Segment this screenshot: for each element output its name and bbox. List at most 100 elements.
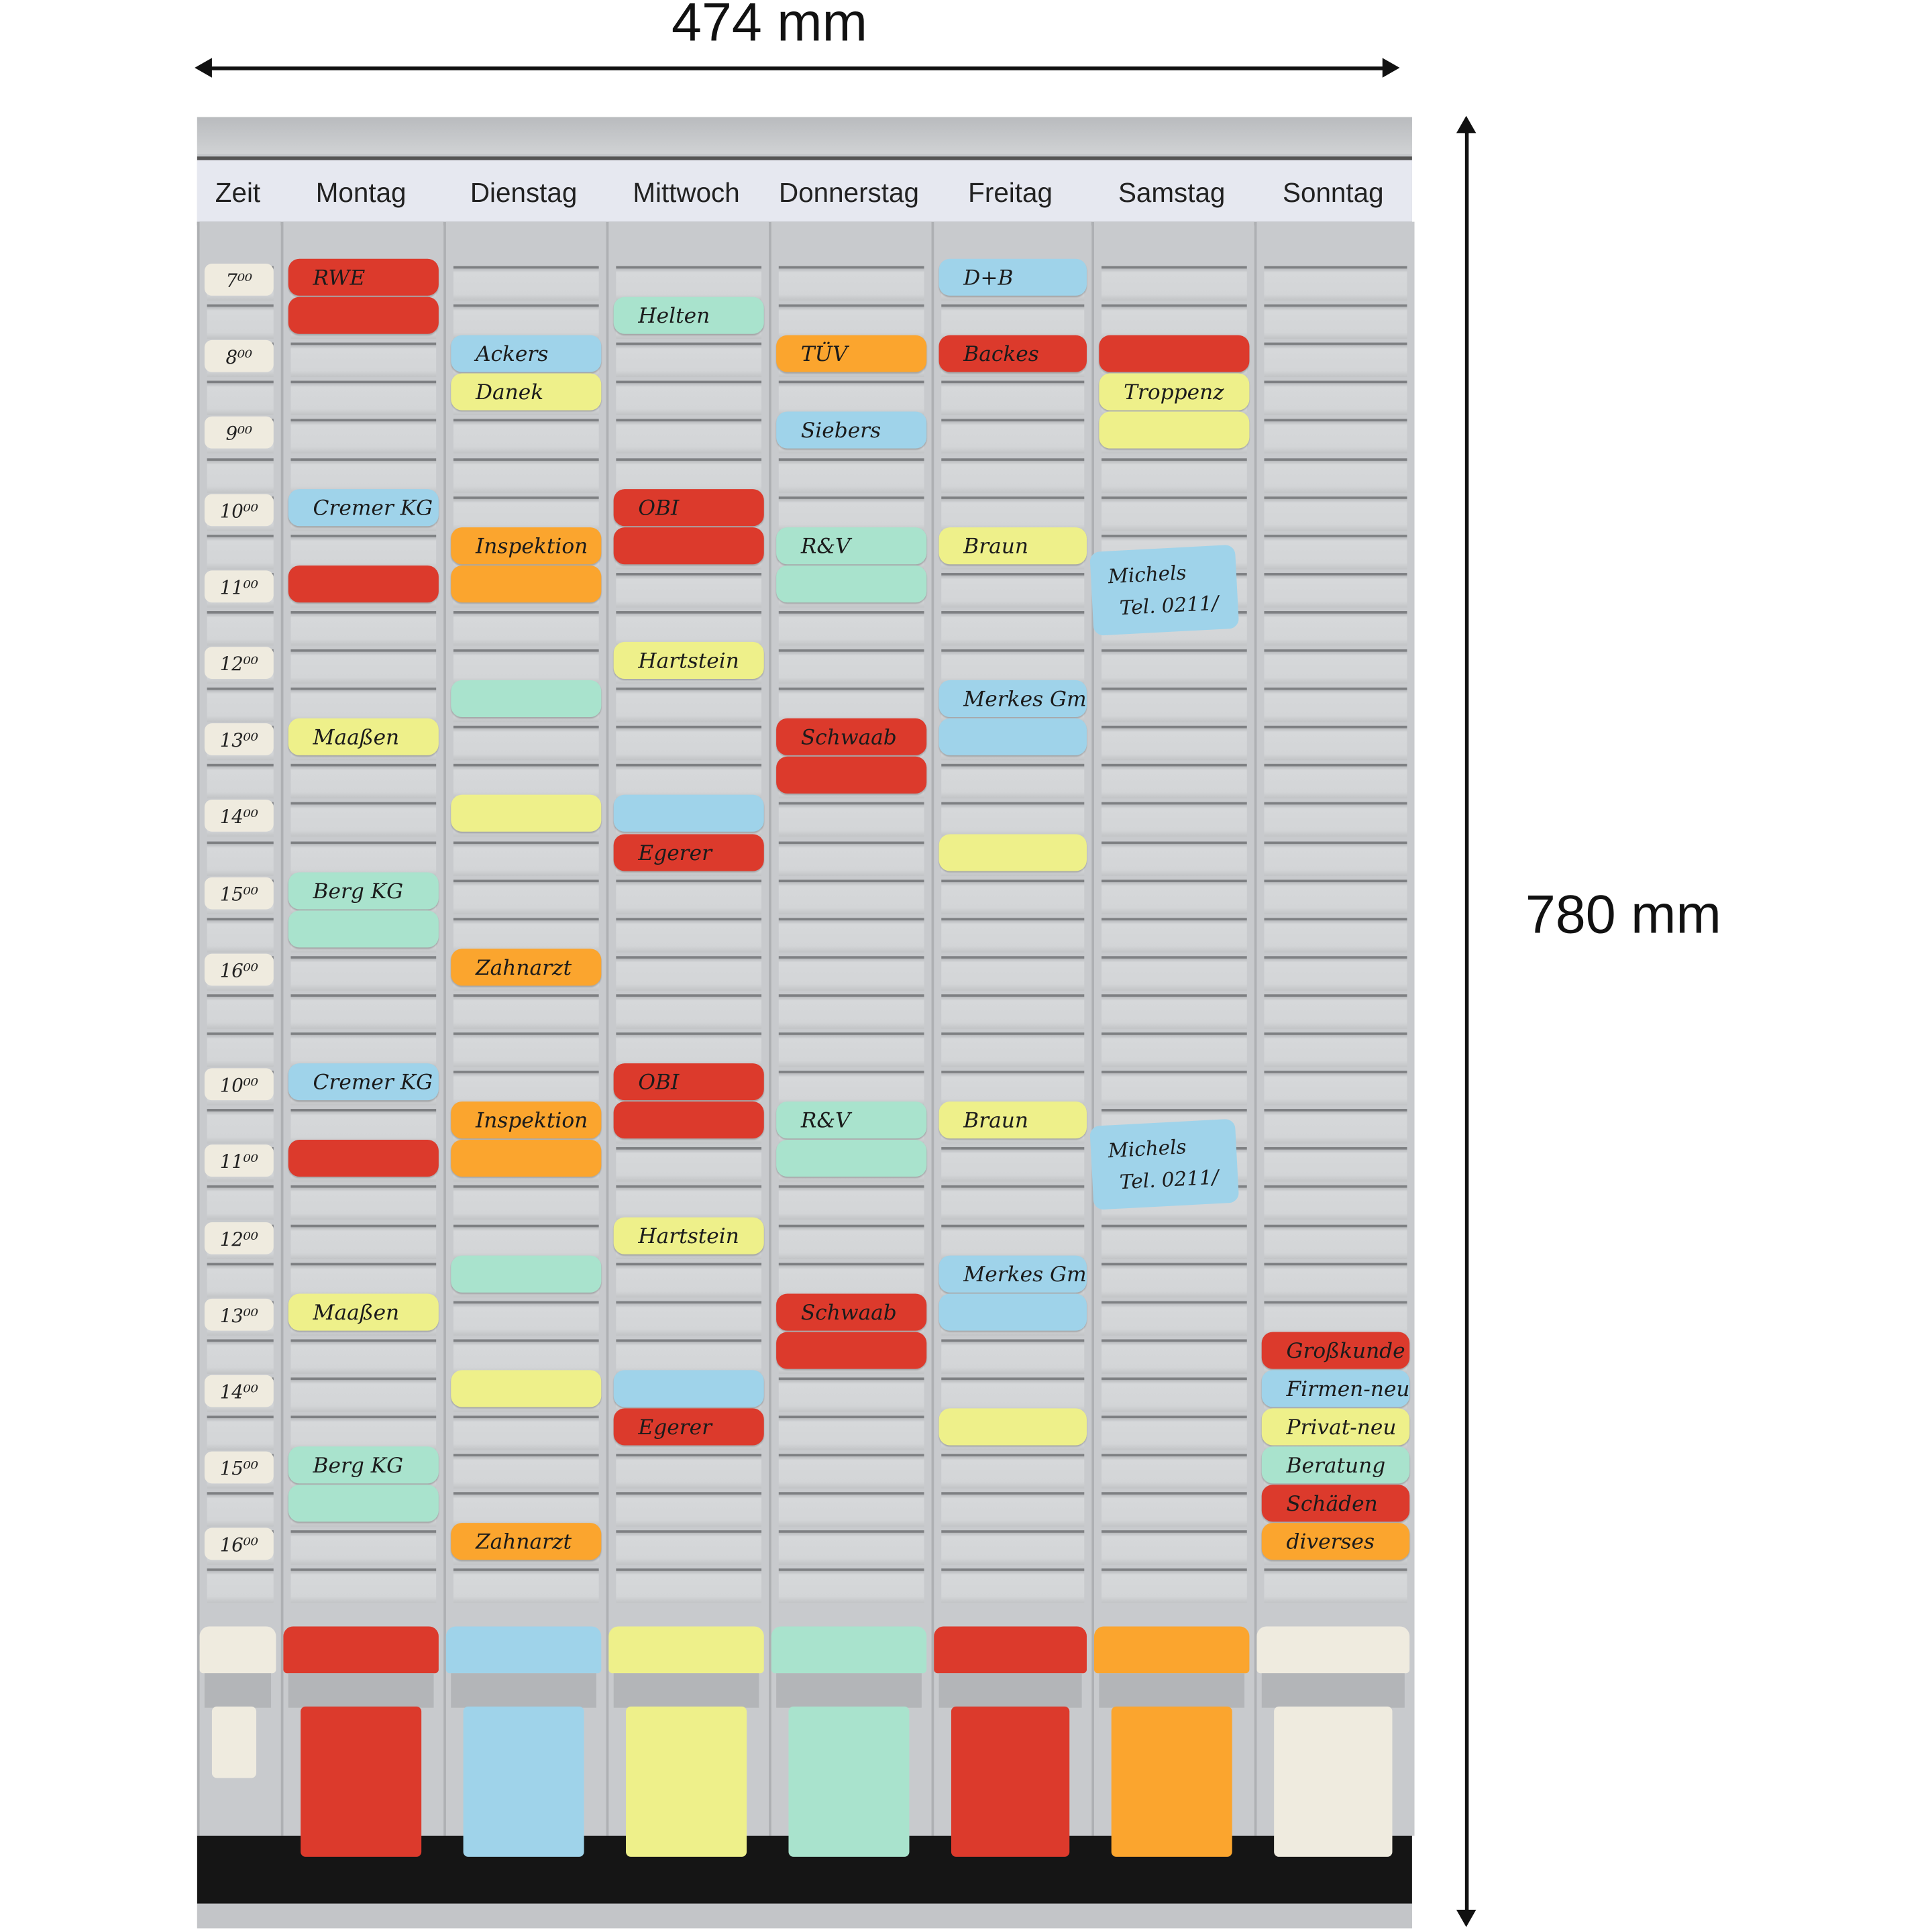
t-card[interactable]: Maaßen [288, 1293, 439, 1331]
card-slot[interactable] [1102, 688, 1247, 722]
card-slot[interactable] [453, 266, 599, 301]
card-slot[interactable] [453, 304, 599, 339]
card-slot[interactable] [1264, 1262, 1407, 1297]
t-card[interactable] [776, 565, 927, 602]
card-slot[interactable] [1264, 458, 1407, 492]
storage-card-stack[interactable] [463, 1706, 584, 1857]
card-slot[interactable] [1102, 802, 1247, 837]
card-slot[interactable] [1264, 496, 1407, 531]
card-slot[interactable] [453, 841, 599, 875]
t-card[interactable]: Siebers [776, 412, 927, 449]
card-slot[interactable] [941, 917, 1085, 953]
storage-card-stack[interactable] [211, 1706, 257, 1778]
card-slot[interactable] [616, 1147, 762, 1182]
card-slot[interactable] [1102, 496, 1247, 531]
card-slot[interactable] [207, 841, 274, 875]
card-slot[interactable] [1102, 1262, 1247, 1297]
t-card[interactable]: Hartstein [613, 641, 764, 680]
card-slot[interactable] [1264, 304, 1407, 339]
card-slot[interactable] [1264, 1032, 1407, 1067]
t-card[interactable] [451, 680, 602, 718]
card-slot[interactable] [1102, 266, 1247, 301]
time-card[interactable]: 12⁰⁰ [204, 647, 274, 680]
time-card[interactable]: 10⁰⁰ [204, 493, 274, 526]
card-slot[interactable] [1102, 955, 1247, 991]
storage-tab[interactable] [199, 1626, 276, 1674]
card-slot[interactable] [616, 994, 762, 1029]
t-card[interactable] [938, 833, 1087, 871]
card-slot[interactable] [290, 419, 437, 454]
card-slot[interactable] [941, 1377, 1085, 1412]
time-card[interactable]: 16⁰⁰ [204, 953, 274, 985]
t-card[interactable] [288, 1485, 439, 1522]
note-card[interactable]: Michels Tel. 0211/ [1089, 544, 1240, 636]
card-slot[interactable] [290, 994, 437, 1029]
storage-card-stack[interactable] [1111, 1706, 1232, 1857]
storage-card-stack[interactable] [1274, 1706, 1393, 1857]
storage-tab[interactable] [445, 1626, 602, 1674]
time-card[interactable]: 15⁰⁰ [204, 876, 274, 909]
card-slot[interactable] [778, 1071, 924, 1106]
card-slot[interactable] [1264, 764, 1407, 799]
card-slot[interactable] [1102, 1454, 1247, 1489]
card-slot[interactable] [1264, 841, 1407, 875]
time-card[interactable]: 14⁰⁰ [204, 1375, 274, 1407]
card-slot[interactable] [207, 1032, 274, 1067]
card-slot[interactable] [1102, 879, 1247, 914]
card-slot[interactable] [453, 458, 599, 492]
storage-card-stack[interactable] [626, 1706, 747, 1857]
card-slot[interactable] [941, 649, 1085, 684]
card-slot[interactable] [941, 994, 1085, 1029]
card-slot[interactable] [453, 1492, 599, 1527]
t-card[interactable]: diverses [1261, 1523, 1410, 1560]
card-slot[interactable] [453, 1415, 599, 1450]
storage-card-stack[interactable] [951, 1706, 1070, 1857]
t-card[interactable] [613, 1370, 764, 1407]
card-slot[interactable] [290, 1530, 437, 1566]
card-slot[interactable] [616, 1492, 762, 1527]
card-slot[interactable] [1264, 1147, 1407, 1182]
storage-tab[interactable] [1093, 1626, 1250, 1674]
card-slot[interactable] [207, 1492, 274, 1527]
storage-tab[interactable] [934, 1626, 1087, 1674]
t-card[interactable]: Merkes GmbH [938, 680, 1087, 718]
card-slot[interactable] [941, 572, 1085, 608]
card-slot[interactable] [778, 1530, 924, 1566]
card-slot[interactable] [941, 610, 1085, 646]
card-slot[interactable] [616, 458, 762, 492]
card-slot[interactable] [778, 1032, 924, 1067]
card-slot[interactable] [1102, 994, 1247, 1029]
card-slot[interactable] [1264, 802, 1407, 837]
card-slot[interactable] [941, 381, 1085, 416]
card-slot[interactable] [941, 1185, 1085, 1221]
card-slot[interactable] [290, 688, 437, 722]
card-slot[interactable] [1264, 1185, 1407, 1221]
t-card[interactable] [451, 795, 602, 833]
card-slot[interactable] [290, 1224, 437, 1259]
t-card[interactable]: Danek [451, 374, 602, 411]
t-card[interactable]: D+B [938, 258, 1087, 296]
card-slot[interactable] [941, 802, 1085, 837]
t-card[interactable] [288, 297, 439, 334]
t-card[interactable] [1099, 335, 1250, 373]
card-slot[interactable] [1264, 649, 1407, 684]
time-card[interactable]: 16⁰⁰ [204, 1528, 274, 1560]
t-card[interactable]: Hartstein [613, 1216, 764, 1254]
card-slot[interactable] [1264, 879, 1407, 914]
time-card[interactable]: 12⁰⁰ [204, 1222, 274, 1254]
card-slot[interactable] [207, 1109, 274, 1144]
card-slot[interactable] [616, 610, 762, 646]
card-slot[interactable] [1102, 1492, 1247, 1527]
t-card[interactable]: R&V [776, 1102, 927, 1139]
t-card[interactable] [613, 795, 764, 833]
card-slot[interactable] [1264, 381, 1407, 416]
card-slot[interactable] [778, 496, 924, 531]
card-slot[interactable] [207, 458, 274, 492]
card-slot[interactable] [1102, 1224, 1247, 1259]
card-slot[interactable] [1264, 955, 1407, 991]
card-slot[interactable] [1102, 726, 1247, 761]
card-slot[interactable] [616, 764, 762, 799]
card-slot[interactable] [1102, 1071, 1247, 1106]
storage-card-stack[interactable] [301, 1706, 422, 1857]
card-slot[interactable] [1102, 1339, 1247, 1374]
